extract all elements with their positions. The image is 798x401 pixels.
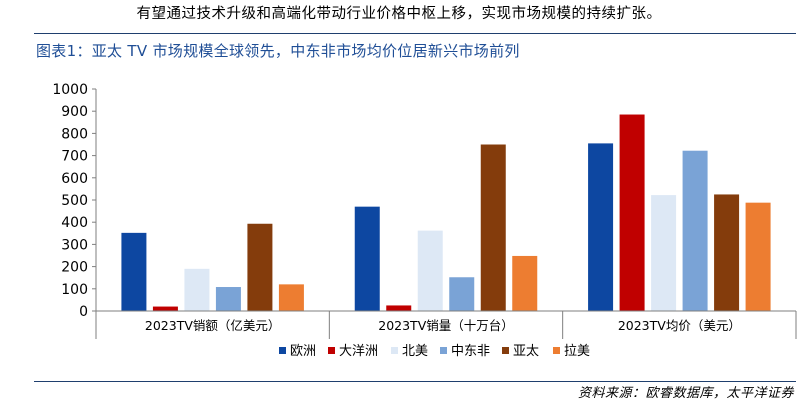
x-category-label: 2023TV销额（亿美元）: [145, 318, 281, 333]
source-note: 资料来源：欧睿数据库，太平洋证券: [577, 386, 794, 401]
y-tick-label: 200: [61, 260, 88, 276]
legend-swatch: [502, 347, 509, 354]
bar: [588, 143, 614, 311]
y-tick-label: 1000: [52, 82, 88, 98]
bar: [714, 194, 740, 311]
y-tick-label: 800: [61, 126, 88, 142]
legend-swatch: [279, 347, 286, 354]
y-axis: 0 100 200 300 400 500 600 700 800 900 1000: [52, 82, 97, 320]
legend-label: 大洋洲: [339, 344, 378, 359]
y-tick-label: 400: [61, 215, 88, 231]
bar: [417, 230, 443, 311]
bar: [121, 232, 147, 311]
y-tick-label: 700: [61, 149, 88, 165]
intro-text: 有望通过技术升级和高端化带动行业价格中枢上移，实现市场规模的持续扩张。: [136, 6, 662, 22]
bar: [449, 277, 475, 311]
legend: 欧洲 大洋洲 北美 中东非 亚太 拉美: [279, 344, 590, 359]
bar: [278, 284, 304, 311]
bar: [354, 206, 380, 311]
legend-swatch: [328, 347, 335, 354]
x-axis: 2023TV销额（亿美元） 2023TV销量（十万台） 2023TV均价（美元）: [95, 310, 797, 339]
x-category-label: 2023TV销量（十万台）: [378, 318, 514, 333]
legend-label: 北美: [402, 344, 428, 359]
y-tick-label: 600: [61, 171, 88, 187]
legend-label: 中东非: [451, 344, 490, 359]
bar: [480, 144, 506, 311]
y-tick-label: 500: [61, 193, 88, 209]
bar-series: [121, 114, 771, 311]
bar: [215, 287, 241, 311]
bar: [651, 195, 677, 311]
legend-label: 欧洲: [290, 344, 316, 359]
legend-swatch: [440, 347, 447, 354]
bar: [619, 114, 645, 311]
bar: [682, 150, 708, 311]
y-tick-label: 900: [61, 104, 88, 120]
bar: [512, 255, 538, 311]
legend-label: 拉美: [564, 344, 590, 359]
y-tick-label: 0: [79, 304, 88, 320]
y-tick-label: 100: [61, 282, 88, 298]
legend-label: 亚太: [513, 344, 539, 359]
legend-swatch: [553, 347, 560, 354]
bar: [184, 268, 210, 311]
bottom-divider: [34, 381, 796, 382]
x-category-label: 2023TV均价（美元）: [618, 318, 741, 333]
legend-swatch: [391, 347, 398, 354]
y-tick-label: 300: [61, 237, 88, 253]
bar: [386, 305, 412, 311]
bar: [152, 306, 178, 311]
bar: [745, 202, 771, 311]
top-divider: [34, 33, 796, 34]
figure-title: 图表1：亚太 TV 市场规模全球领先，中东非市场均价位居新兴市场前列: [36, 42, 520, 60]
bar: [247, 223, 273, 311]
